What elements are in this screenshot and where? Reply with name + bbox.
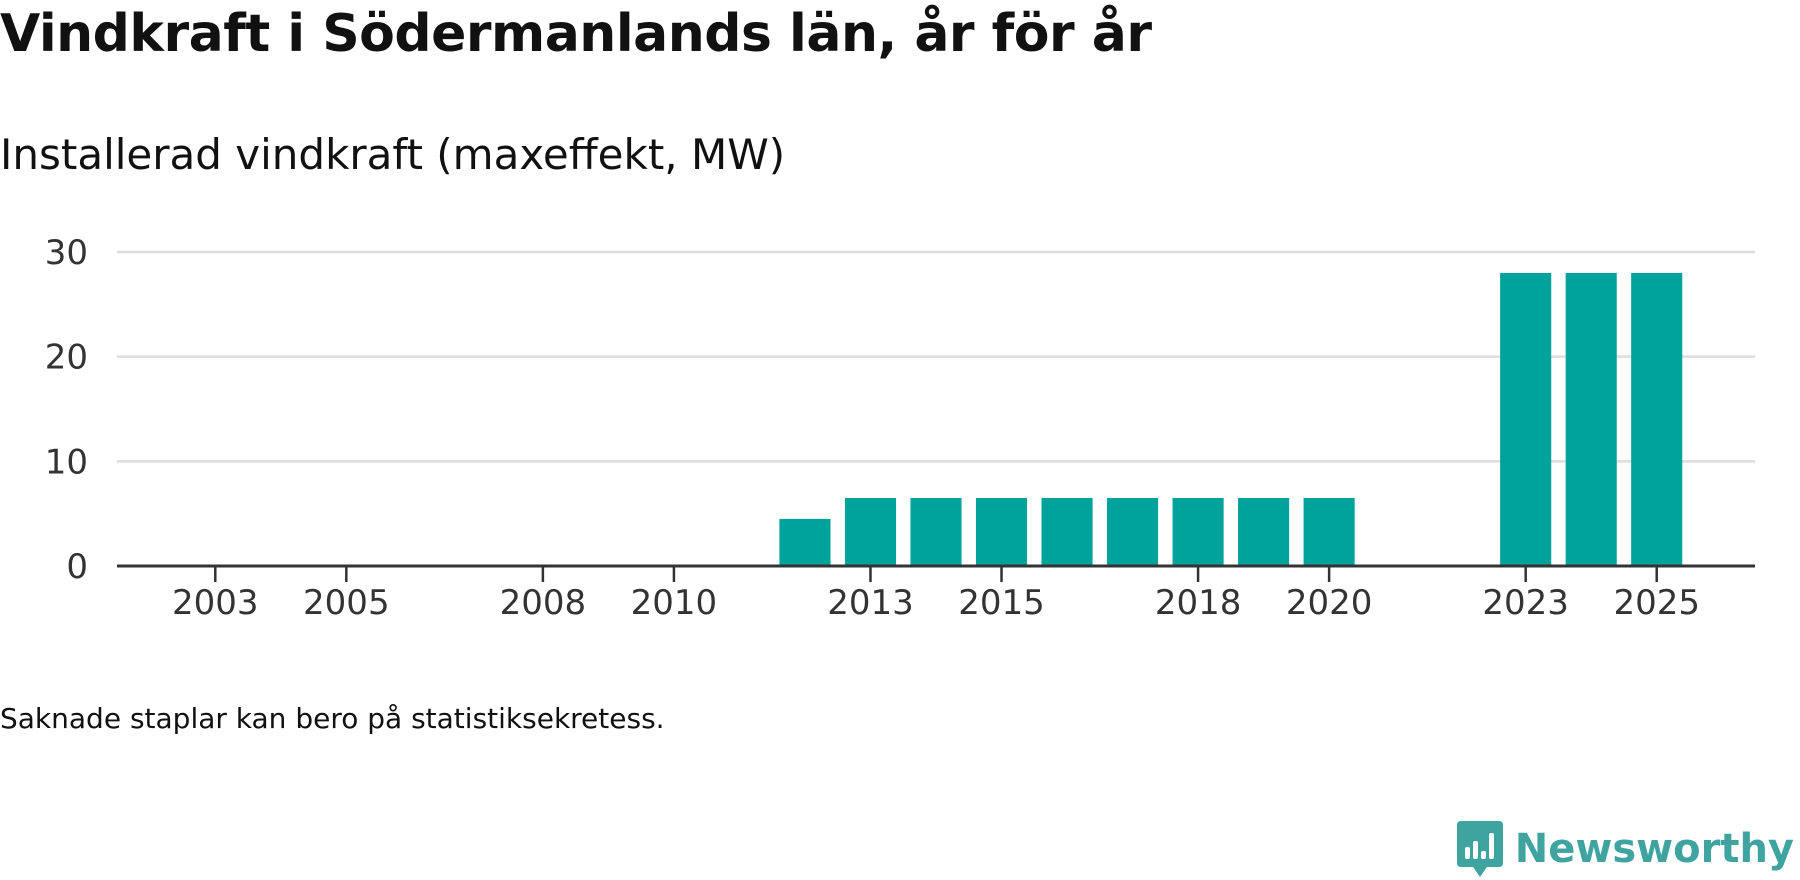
bar-2023 [1500, 272, 1552, 566]
x-tick-label-2008: 2008 [500, 583, 587, 623]
x-tick-label-2005: 2005 [303, 583, 390, 623]
x-tick-label-2025: 2025 [1613, 583, 1700, 623]
y-tick-label-10: 10 [45, 442, 88, 482]
x-tick-label-2010: 2010 [631, 583, 718, 623]
bar-2013 [844, 497, 897, 566]
bar-2014 [910, 497, 962, 566]
bar-chart: 0 10 20 30 2003 2005 2008 2010 2013 2015 2018 2020… [45, 233, 1755, 623]
bar-2024 [1565, 272, 1617, 566]
bar-2020 [1303, 497, 1355, 566]
chart-subtitle: Installerad vindkraft (maxeffekt, MW) [0, 130, 786, 179]
brand-name: Newsworthy [1514, 826, 1794, 872]
x-tick-label-2003: 2003 [172, 583, 259, 623]
x-tick-label-2013: 2013 [827, 583, 914, 623]
brand-logo[interactable]: Newsworthy [1455, 818, 1794, 880]
bar-2025 [1631, 272, 1683, 566]
bar-2017 [1107, 497, 1159, 566]
x-tick-label-2023: 2023 [1482, 583, 1569, 623]
y-tick-label-0: 0 [66, 547, 88, 587]
y-tick-label-20: 20 [45, 338, 88, 378]
bar-2018 [1172, 497, 1224, 566]
bars [779, 272, 1683, 566]
newsworthy-logo-icon [1456, 821, 1503, 877]
chart-title: Vindkraft i Södermanlands län, år för år [0, 4, 1152, 64]
bar-2016 [1041, 497, 1093, 566]
gridlines [117, 250, 1755, 463]
bar-2012 [779, 518, 831, 566]
footnote: Saknade staplar kan bero på statistiksek… [0, 702, 665, 735]
x-tick-label-2015: 2015 [958, 583, 1045, 623]
x-axis-ticks: 2003 2005 2008 2010 2013 2015 2018 2020 2023 2025 [172, 566, 1700, 623]
y-axis-ticks: 0 10 20 30 [45, 233, 88, 587]
y-tick-label-30: 30 [45, 233, 88, 273]
bar-2015 [975, 497, 1028, 566]
x-tick-label-2020: 2020 [1286, 583, 1373, 623]
x-tick-label-2018: 2018 [1155, 583, 1242, 623]
bar-2019 [1238, 497, 1290, 566]
